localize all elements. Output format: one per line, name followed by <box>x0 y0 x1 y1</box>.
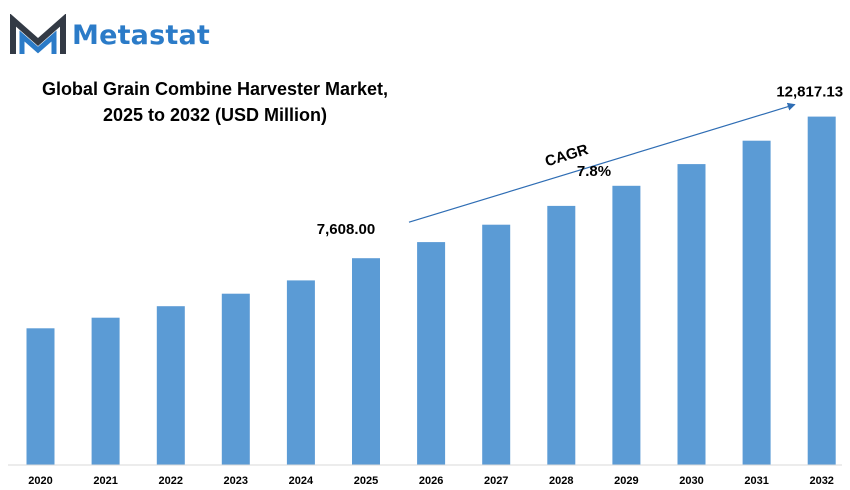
x-tick-label-2029: 2029 <box>614 475 638 487</box>
x-tick-label-2022: 2022 <box>159 475 183 487</box>
bar-2028 <box>547 205 576 465</box>
brand-logo: Metastat <box>10 14 210 56</box>
x-tick-label-2026: 2026 <box>419 475 443 487</box>
x-tick-label-2030: 2030 <box>679 475 703 487</box>
chart-title: Global Grain Combine Harvester Market, 2… <box>0 76 430 128</box>
bar-2023 <box>221 293 250 465</box>
x-tick-label-2023: 2023 <box>224 475 248 487</box>
x-tick-label-2025: 2025 <box>354 475 378 487</box>
x-tick-label-2031: 2031 <box>744 475 768 487</box>
bar-2026 <box>417 242 446 465</box>
bar-2024 <box>286 280 315 465</box>
cagr-value: 7.8% <box>577 163 611 180</box>
bar-2027 <box>482 224 511 465</box>
x-tick-label-2021: 2021 <box>93 475 117 487</box>
x-tick-label-2027: 2027 <box>484 475 508 487</box>
bar-2032 <box>807 116 836 465</box>
bar-2025 <box>352 258 380 465</box>
x-tick-label-2020: 2020 <box>28 475 52 487</box>
bar-2022 <box>156 306 185 465</box>
brand-name: Metastat <box>72 19 211 51</box>
data-label-2025: 7,608.00 <box>317 221 375 238</box>
bar-2021 <box>91 317 120 465</box>
chart-title-line-1: Global Grain Combine Harvester Market, <box>41 79 389 99</box>
bar-2029 <box>612 185 641 466</box>
bar-2031 <box>742 140 771 465</box>
x-tick-label-2024: 2024 <box>289 475 314 487</box>
bar-2020 <box>26 328 55 465</box>
bar-2030 <box>677 164 706 465</box>
x-tick-label-2032: 2032 <box>809 475 833 487</box>
x-tick-label-2028: 2028 <box>549 475 573 487</box>
chart-title-line-2: 2025 to 2032 (USD Million) <box>102 105 328 125</box>
data-label-2032: 12,817.13 <box>776 84 843 101</box>
metastat-m-logo-icon <box>10 14 66 54</box>
cagr-arrow <box>408 102 796 223</box>
